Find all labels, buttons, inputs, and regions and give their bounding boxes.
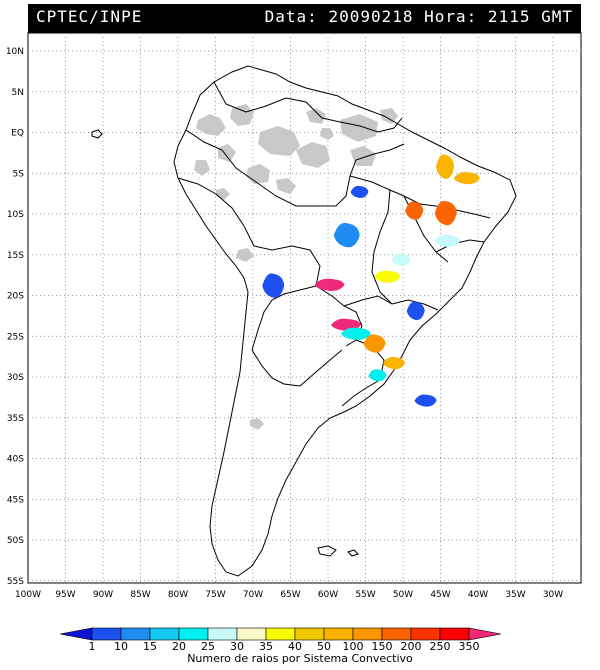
colorbar-label: 25 <box>201 640 215 652</box>
system-santa-catarina <box>383 356 405 370</box>
lat-label: 15S <box>7 251 24 261</box>
graticule <box>28 33 581 583</box>
colorbar-box <box>381 627 412 641</box>
convective-systems <box>262 154 480 407</box>
system-para-maranhao <box>436 154 454 179</box>
system-bahia-south <box>434 234 461 247</box>
lon-label: 70W <box>243 590 263 600</box>
colorbar-boxes <box>59 627 502 641</box>
colorbar-box <box>410 627 441 641</box>
system-piaui-ceara <box>453 171 480 185</box>
colorbar-box <box>294 627 325 641</box>
system-rio-grande-do-sul <box>368 369 387 382</box>
lon-label: 45W <box>430 590 450 600</box>
colorbar-label: 150 <box>372 640 393 652</box>
lon-label: 60W <box>318 590 338 600</box>
lat-label: 30S <box>7 373 24 383</box>
system-atlantic-south <box>414 394 437 407</box>
colorbar-box <box>178 627 209 641</box>
colorbar-label: 100 <box>343 640 364 652</box>
lon-label: 55W <box>355 590 375 600</box>
colorbar-label: 20 <box>172 640 186 652</box>
source-label: CPTEC/INPE <box>36 7 143 26</box>
colorbar-label: 30 <box>230 640 244 652</box>
colorbar-box <box>59 627 93 641</box>
system-pantanal <box>314 278 345 291</box>
latitude-labels: 10N 5N EQ 5S 10S 15S 20S 25S 30S 35S 40S 45S 50S 55S <box>6 47 24 587</box>
system-mato-grosso-central <box>333 222 360 248</box>
cloud-cover <box>194 104 398 430</box>
colorbar-box <box>323 627 354 641</box>
colorbar: 1 10 15 20 25 30 35 40 50 100 150 200 250 350 <box>59 627 502 652</box>
colorbar-labels: 1 10 15 20 25 30 35 40 50 100 150 200 250 350 <box>89 640 480 652</box>
colorbar-label: 200 <box>401 640 422 652</box>
colorbar-box <box>120 627 151 641</box>
map-frame <box>27 32 582 584</box>
lat-label: 40S <box>7 455 24 465</box>
system-goias <box>391 253 410 266</box>
colorbar-box <box>207 627 238 641</box>
lat-label: 45S <box>7 495 24 505</box>
colorbar-box <box>352 627 383 641</box>
colorbar-label: 40 <box>288 640 302 652</box>
lon-label: 95W <box>55 590 75 600</box>
longitude-labels: 100W 95W 90W 85W 80W 75W 70W 65W 60W 55W 50W 45W 40W… <box>15 590 563 600</box>
colorbar-label: 250 <box>430 640 451 652</box>
colorbar-label: 50 <box>317 640 331 652</box>
colorbar-box <box>265 627 296 641</box>
colorbar-label: 350 <box>459 640 480 652</box>
datetime-label: Data: 20090218 Hora: 2115 GMT <box>264 7 573 26</box>
colorbar-title: Numero de raios por Sistema Convectivo <box>187 652 413 665</box>
system-tocantins <box>405 201 424 220</box>
lon-label: 85W <box>130 590 150 600</box>
colorbar-box <box>439 627 470 641</box>
lat-label: 25S <box>7 332 24 342</box>
lon-label: 35W <box>505 590 525 600</box>
system-sao-paulo <box>406 301 425 321</box>
colorbar-box <box>91 627 122 641</box>
lon-label: 90W <box>93 590 113 600</box>
lon-label: 65W <box>280 590 300 600</box>
lon-label: 40W <box>468 590 488 600</box>
colorbar-box <box>468 627 502 641</box>
lon-label: 30W <box>543 590 563 600</box>
lightning-map: 10N5NEQ5S10S15S20S25S30S35S40S45S50S55S … <box>6 32 582 600</box>
map-header: CPTEC/INPE Data: 20090218 Hora: 2115 GMT <box>28 4 581 33</box>
lon-label: 80W <box>168 590 188 600</box>
system-misiones <box>340 327 371 340</box>
lon-label: 100W <box>15 590 41 600</box>
lat-label: 20S <box>7 292 24 302</box>
system-peru-andes <box>262 273 285 298</box>
colorbar-box <box>149 627 180 641</box>
lat-label: 10N <box>6 47 24 57</box>
colorbar-label: 1 <box>89 640 96 652</box>
colorbar-label: 35 <box>259 640 273 652</box>
lat-label: 55S <box>7 577 24 587</box>
south-america-outline <box>173 65 517 577</box>
system-parana <box>363 334 386 353</box>
colorbar-label: 15 <box>143 640 157 652</box>
system-mato-grosso-north <box>350 185 369 199</box>
lat-label: 5N <box>12 88 24 98</box>
lat-label: EQ <box>11 129 24 139</box>
lat-label: 5S <box>13 169 25 179</box>
system-bahia-west <box>434 200 457 226</box>
colorbar-box <box>236 627 267 641</box>
lat-label: 35S <box>7 414 24 424</box>
islands <box>91 129 359 557</box>
lat-label: 50S <box>7 536 24 546</box>
system-goias-south <box>374 270 401 283</box>
colorbar-label: 10 <box>114 640 128 652</box>
lon-label: 75W <box>205 590 225 600</box>
lon-label: 50W <box>393 590 413 600</box>
lat-label: 10S <box>7 210 24 220</box>
